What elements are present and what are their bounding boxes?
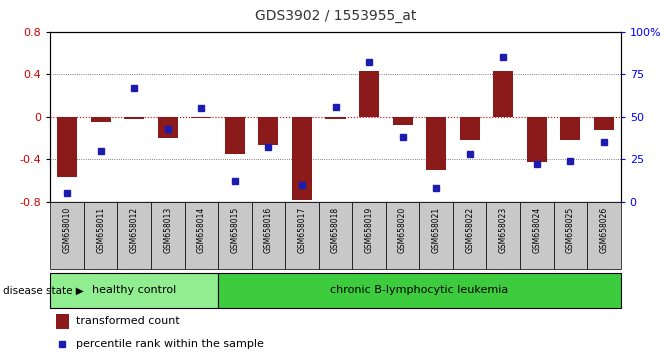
Text: GSM658010: GSM658010 xyxy=(62,207,72,253)
Text: GSM658026: GSM658026 xyxy=(599,207,609,253)
Bar xyxy=(594,117,614,130)
Bar xyxy=(460,117,480,140)
Bar xyxy=(124,117,144,119)
Text: chronic B-lymphocytic leukemia: chronic B-lymphocytic leukemia xyxy=(330,285,509,295)
Bar xyxy=(225,117,245,154)
Text: GSM658022: GSM658022 xyxy=(465,207,474,253)
Bar xyxy=(292,117,312,200)
Bar xyxy=(252,202,285,269)
Bar xyxy=(352,202,386,269)
Bar xyxy=(386,202,419,269)
Bar xyxy=(151,202,185,269)
Bar xyxy=(57,117,77,177)
Bar xyxy=(158,117,178,138)
Text: GSM658017: GSM658017 xyxy=(297,207,307,253)
Text: GSM658020: GSM658020 xyxy=(398,207,407,253)
Bar xyxy=(117,202,151,269)
Bar xyxy=(191,117,211,118)
Text: percentile rank within the sample: percentile rank within the sample xyxy=(76,339,264,349)
Bar xyxy=(426,117,446,170)
Bar xyxy=(285,202,319,269)
Text: GSM658021: GSM658021 xyxy=(431,207,441,253)
Bar xyxy=(185,202,218,269)
Bar xyxy=(520,202,554,269)
Bar xyxy=(587,202,621,269)
Bar xyxy=(486,202,520,269)
Text: transformed count: transformed count xyxy=(76,316,180,326)
Text: GSM658024: GSM658024 xyxy=(532,207,541,253)
Text: GSM658013: GSM658013 xyxy=(163,207,172,253)
Bar xyxy=(50,273,218,308)
Text: GSM658025: GSM658025 xyxy=(566,207,575,253)
Text: GSM658014: GSM658014 xyxy=(197,207,206,253)
Text: GSM658019: GSM658019 xyxy=(364,207,374,253)
Bar xyxy=(393,117,413,125)
Text: disease state ▶: disease state ▶ xyxy=(3,285,84,295)
Bar xyxy=(84,202,117,269)
Bar xyxy=(319,202,352,269)
Text: GSM658015: GSM658015 xyxy=(230,207,240,253)
Text: healthy control: healthy control xyxy=(92,285,176,295)
Bar xyxy=(560,117,580,140)
Bar xyxy=(50,202,84,269)
Text: GSM658012: GSM658012 xyxy=(130,207,139,253)
Bar xyxy=(359,71,379,117)
Text: GSM658016: GSM658016 xyxy=(264,207,273,253)
Bar xyxy=(56,314,68,329)
Bar xyxy=(554,202,587,269)
Bar xyxy=(419,202,453,269)
Bar xyxy=(527,117,547,162)
Text: GSM658023: GSM658023 xyxy=(499,207,508,253)
Bar xyxy=(453,202,486,269)
Text: GSM658018: GSM658018 xyxy=(331,207,340,253)
Text: GDS3902 / 1553955_at: GDS3902 / 1553955_at xyxy=(255,9,416,23)
Bar xyxy=(325,117,346,119)
Bar xyxy=(258,117,278,145)
Bar xyxy=(218,273,621,308)
Text: GSM658011: GSM658011 xyxy=(96,207,105,253)
Bar xyxy=(218,202,252,269)
Bar xyxy=(493,71,513,117)
Bar xyxy=(91,117,111,122)
